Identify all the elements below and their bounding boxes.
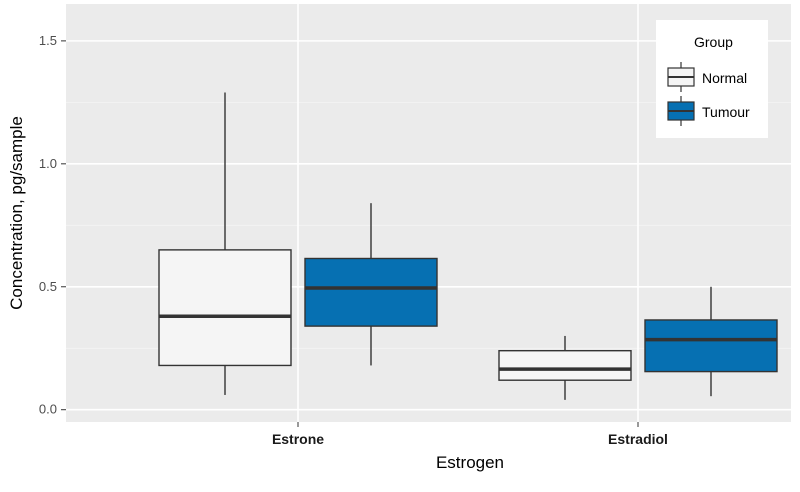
legend-label: Tumour xyxy=(702,104,750,120)
legend-key-tumour: Tumour xyxy=(667,96,750,126)
legend-title: Group xyxy=(694,34,733,50)
x-tick-label: Estrone xyxy=(272,431,324,447)
x-tick-label: Estradiol xyxy=(608,431,668,447)
y-tick-label: 1.5 xyxy=(39,33,57,48)
box-iqr xyxy=(498,349,632,381)
box-tumour-estradiol xyxy=(644,286,778,397)
y-tick-label: 0.5 xyxy=(39,279,57,294)
legend-key-normal: Normal xyxy=(667,62,747,92)
y-tick-label: 0.0 xyxy=(39,402,57,417)
box-tumour-estrone xyxy=(304,203,438,366)
x-axis: Estrone Estradiol xyxy=(272,422,668,447)
legend-keys: Normal Tumour xyxy=(667,62,750,126)
box-iqr xyxy=(644,319,778,373)
box-iqr xyxy=(304,257,438,327)
legend-label: Normal xyxy=(702,70,747,86)
y-axis: 0.0 0.5 1.0 1.5 xyxy=(39,33,66,417)
x-axis-title: Estrogen xyxy=(436,453,504,472)
legend: Group Normal Tumour xyxy=(656,20,768,138)
y-tick-label: 1.0 xyxy=(39,156,57,171)
y-axis-title: Concentration, pg/sample xyxy=(7,116,26,310)
box-iqr xyxy=(158,249,292,367)
boxes xyxy=(158,92,778,400)
box-normal-estradiol xyxy=(498,335,632,400)
box-normal-estrone xyxy=(158,92,292,395)
